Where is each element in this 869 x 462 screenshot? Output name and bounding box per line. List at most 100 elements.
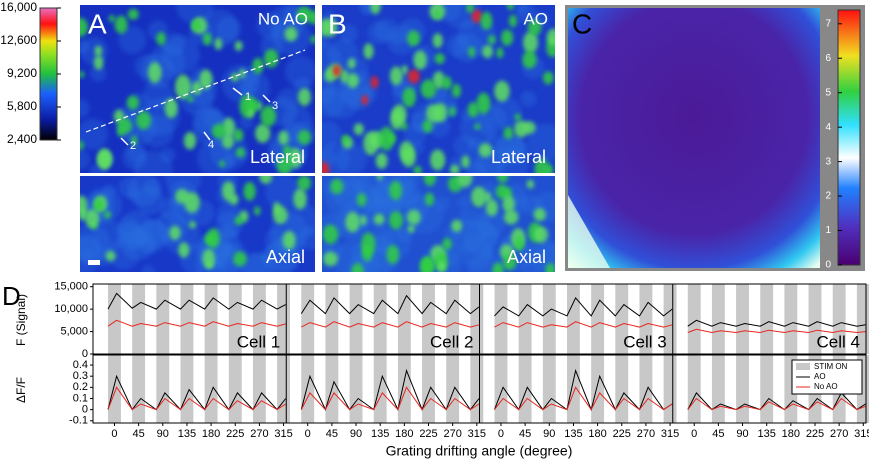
colorbar-tick-label: 4 [825,122,831,133]
cell-body [542,71,554,85]
background-speckle [537,240,555,271]
background-speckle [411,141,425,155]
cell-label: 4 [208,139,214,151]
cell-body [356,193,367,207]
cell-body [526,179,535,189]
cell-body [407,224,415,233]
y-axis-label: F (Signal) [14,294,28,346]
stim-band [252,284,266,354]
background-speckle [322,80,360,119]
stim-band [228,355,242,423]
x-tick-label: 270 [830,428,848,440]
cell-body [485,199,499,217]
panel-label: C [572,8,592,39]
cell-body [94,45,103,57]
stim-band [566,355,580,423]
cell-body [202,248,216,269]
cell-body [126,95,139,110]
cell-body [202,32,212,46]
x-tick-label: 0 [111,428,117,440]
cell-body [522,50,537,69]
stim-band [494,355,508,423]
cell-body [496,47,504,59]
stim-band [470,355,484,423]
x-tick-label: 270 [637,428,655,440]
stim-band [470,284,484,354]
cell-body [507,5,515,11]
x-tick-label: 315 [854,428,869,440]
y-tick-label: 15,000 [54,281,88,293]
background-speckle [80,149,91,170]
cell-body [522,121,536,135]
background-speckle [458,196,471,209]
background-speckle [446,34,470,58]
x-tick-label: 90 [543,428,555,440]
cell-body [363,131,379,156]
view-label: Axial [266,247,305,267]
wavefront-corner [568,195,610,268]
cell-name: Cell 3 [623,332,666,351]
x-tick-label: 270 [443,428,461,440]
colorbar-tick-label: 16,000 [0,0,37,14]
stim-band [711,284,725,354]
x-tick-label: 90 [157,428,169,440]
background-speckle [239,115,254,130]
cell-body [437,260,447,272]
y-axis-label: ΔF/F [14,377,28,403]
cell-body [278,130,289,146]
cell-body [422,119,433,133]
cell-label: 1 [245,91,251,103]
cell-body [297,129,312,145]
x-tick-label: 225 [613,428,631,440]
x-tick-label: 45 [712,428,724,440]
x-tick-label: 135 [564,428,582,440]
stim-band [108,355,121,423]
cell-body [175,74,191,100]
cell-body [276,156,293,173]
plot-frame [92,354,867,424]
cell-body [523,31,539,54]
cell-body [235,147,246,158]
cell-body [297,88,312,106]
cell-body [347,58,356,70]
background-speckle [468,160,487,173]
stim-band [566,284,580,354]
stim-band [422,284,435,354]
background-speckle [90,65,107,82]
background-speckle [322,34,331,48]
colorbar-tick-label: 2 [825,191,831,202]
cell-arrows [120,87,271,146]
cell-body [260,105,277,127]
cell-body [474,123,481,130]
cell-body [503,209,519,225]
cell-body [117,127,124,137]
background-speckle [520,90,537,108]
trace [494,321,673,328]
stim-band [784,284,798,354]
cell-body [233,251,247,267]
x-tick-label: 0 [305,428,311,440]
cell-body [533,208,546,222]
stim-band [446,355,460,423]
cell-body [420,79,437,99]
legend-label: AO [814,372,826,381]
cell-body [478,143,493,158]
cell-body [80,17,88,37]
background-speckle [504,139,529,164]
cell-body [359,215,367,226]
cell-body [323,251,338,267]
stim-band [325,284,339,354]
x-axis-label: Grating drifting angle (degree) [386,443,573,459]
stim-band [301,355,315,423]
cell-body [219,160,226,168]
stim-band [542,355,556,423]
background-speckle [339,24,358,44]
x-tick-label: 45 [133,428,145,440]
background-speckle [361,190,384,213]
cell-body [282,230,296,250]
cell-body [164,97,178,119]
cell-body [401,147,416,168]
cell-body [361,95,369,106]
x-tick-label: 180 [782,428,800,440]
